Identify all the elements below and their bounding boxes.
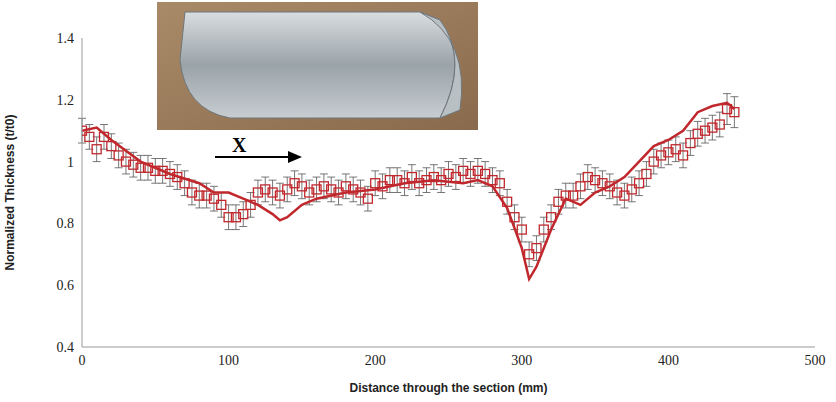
- svg-text:0.6: 0.6: [57, 278, 75, 293]
- svg-text:300: 300: [511, 353, 532, 368]
- svg-text:1.2: 1.2: [57, 93, 75, 108]
- svg-text:0.4: 0.4: [57, 340, 75, 355]
- svg-text:100: 100: [218, 353, 239, 368]
- svg-text:X: X: [232, 134, 247, 156]
- svg-text:500: 500: [805, 353, 826, 368]
- svg-text:Normalized Thickness (t/t0): Normalized Thickness (t/t0): [3, 114, 17, 270]
- svg-text:0.8: 0.8: [57, 216, 75, 231]
- svg-text:200: 200: [365, 353, 386, 368]
- svg-text:1: 1: [67, 155, 74, 170]
- svg-text:1.4: 1.4: [57, 31, 75, 46]
- svg-text:Distance through the section (: Distance through the section (mm): [349, 381, 547, 395]
- svg-text:0: 0: [79, 353, 86, 368]
- svg-text:400: 400: [658, 353, 679, 368]
